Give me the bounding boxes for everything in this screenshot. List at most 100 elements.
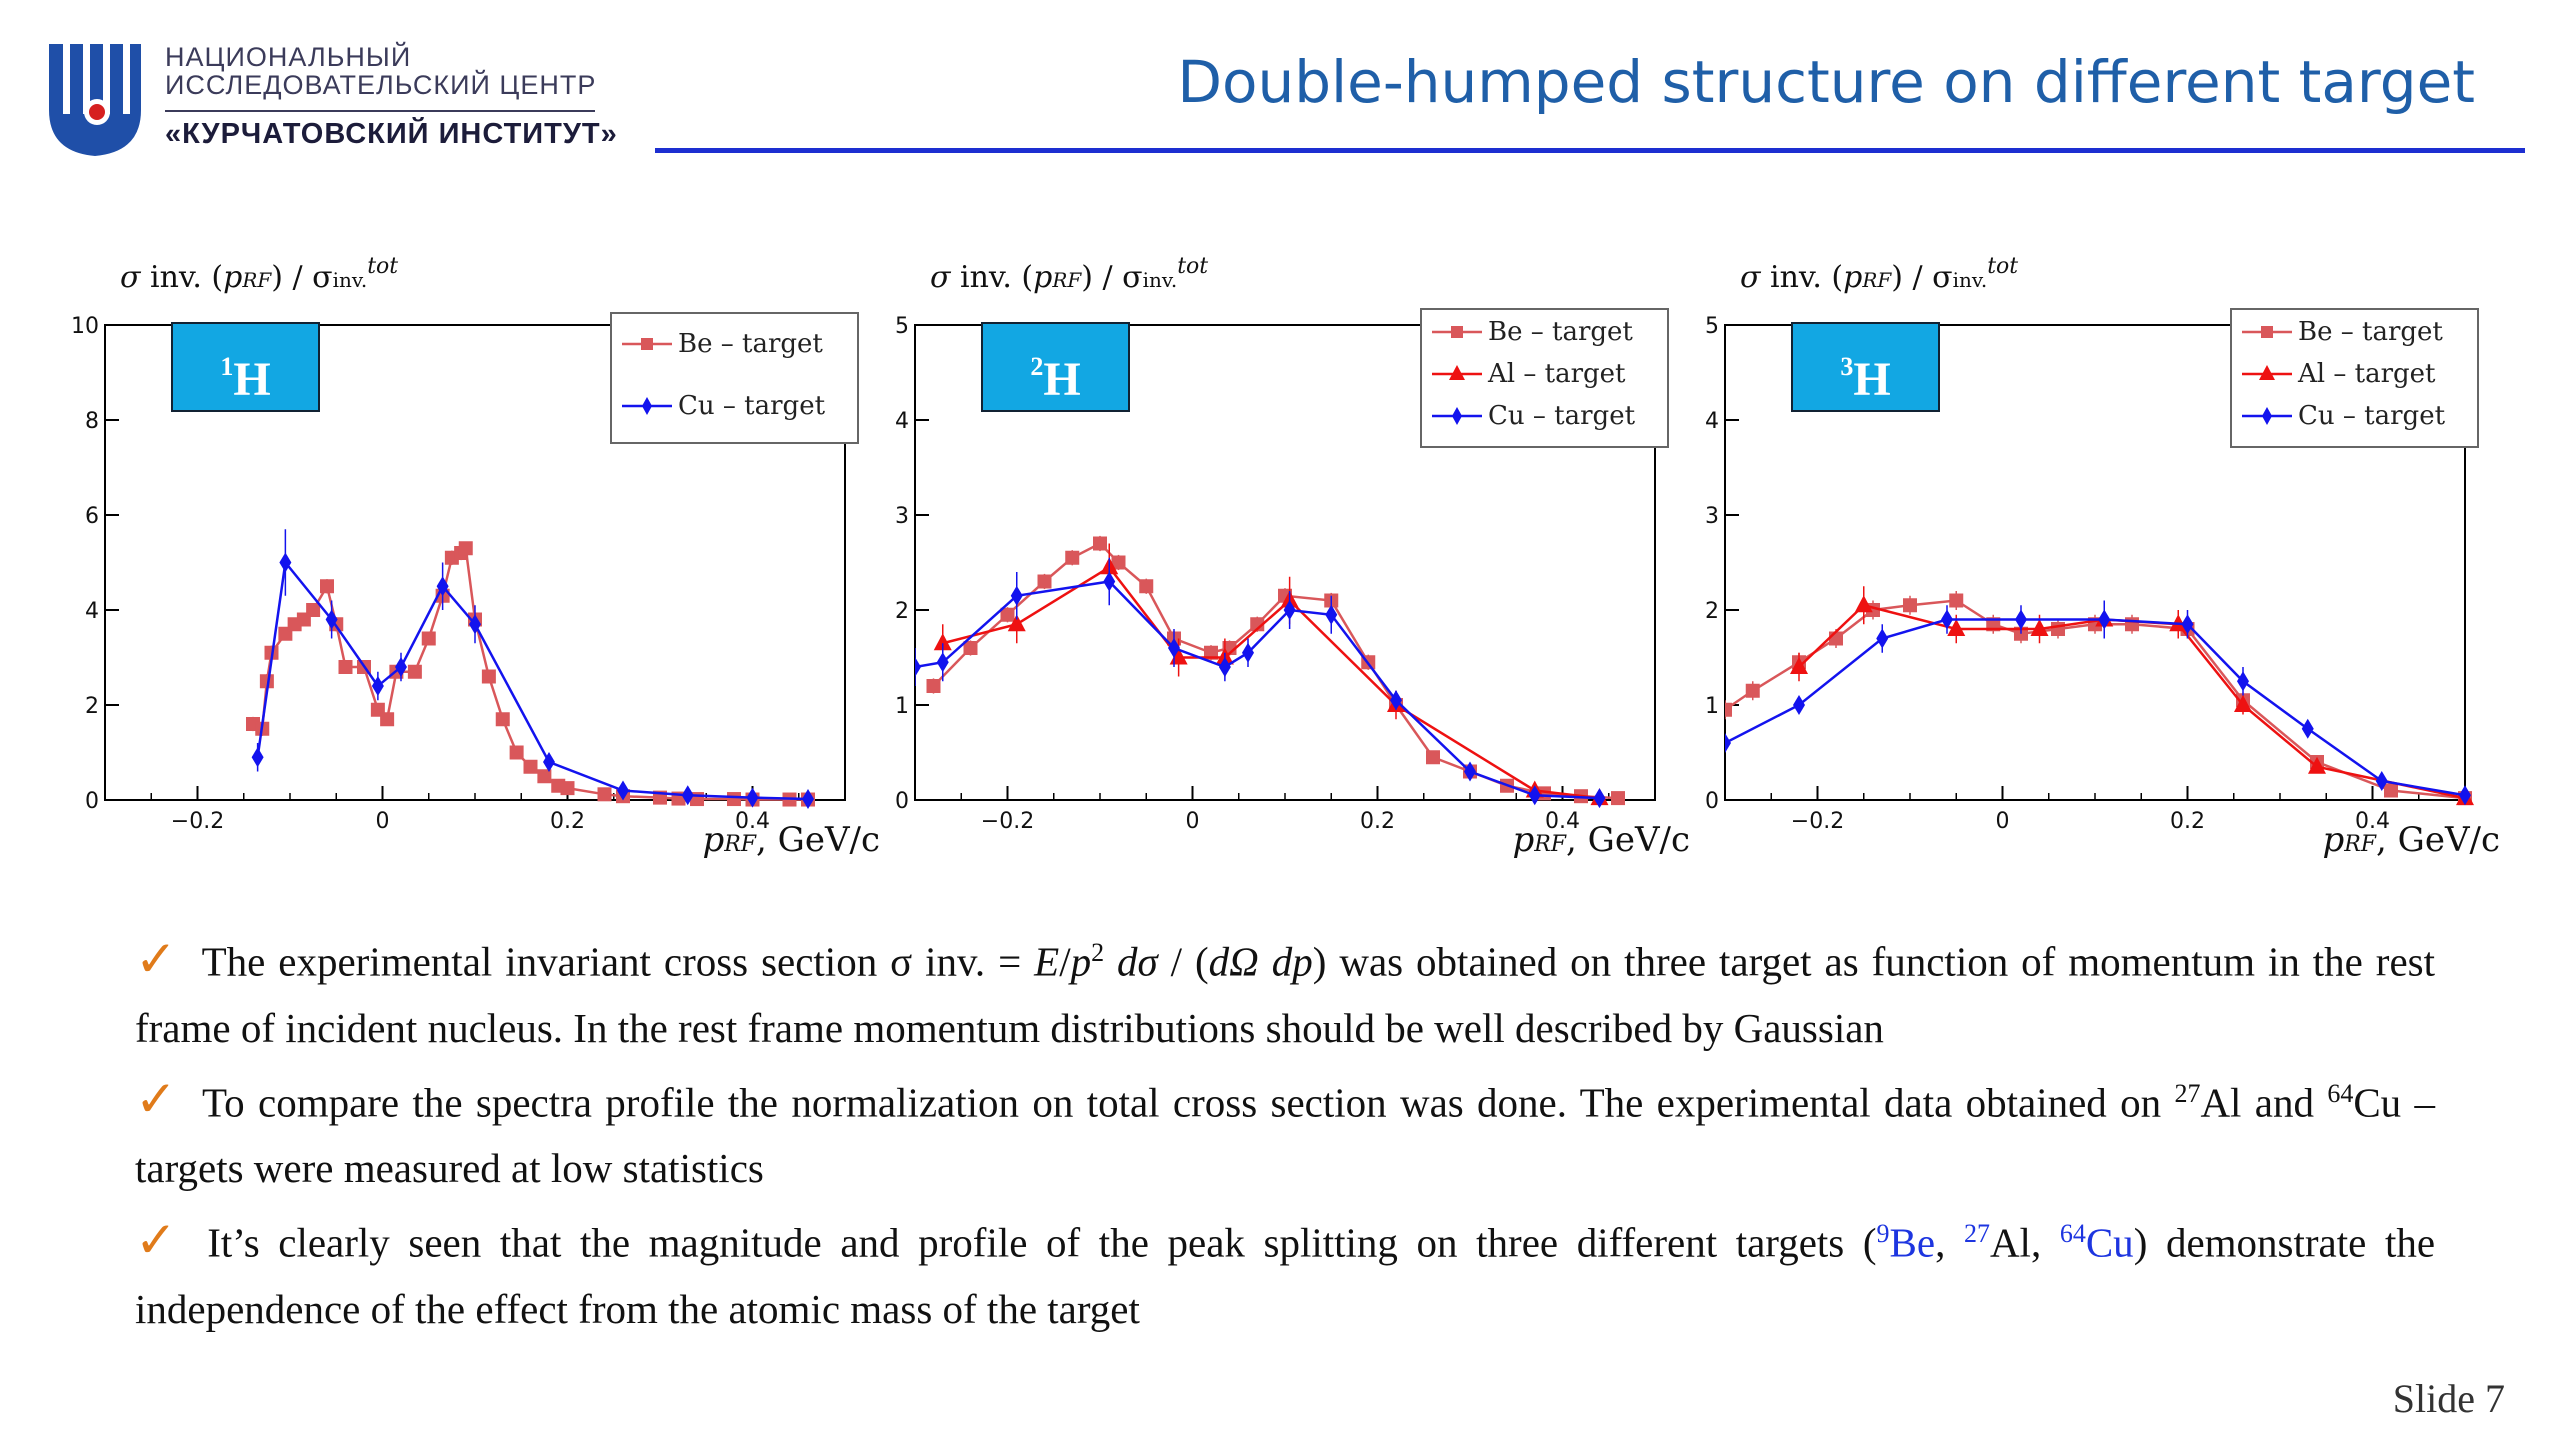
kurchatov-emblem-icon xyxy=(49,44,141,156)
chart-legend: Be – target Al – target Cu – target xyxy=(1420,308,1669,448)
data-point-cu xyxy=(2237,671,2249,692)
x-tick-label: 0.4 xyxy=(1545,809,1580,834)
data-point-cu xyxy=(2015,609,2027,630)
data-point-al xyxy=(1947,619,1966,636)
legend-item: Cu – target xyxy=(1432,400,1636,431)
bullet-1-formula-exp: 2 xyxy=(1091,938,1105,967)
bullet-1-formula-dsigma: dσ xyxy=(1104,938,1158,985)
legend-marker xyxy=(642,397,652,415)
check-icon: ✓ xyxy=(135,929,180,988)
bullet-1-formula-e: E xyxy=(1034,938,1060,985)
bullet-3-text-b: ) demonstrate the independence of the ef… xyxy=(135,1219,2436,1332)
legend-item: Cu – target xyxy=(622,390,825,421)
check-icon: ✓ xyxy=(135,1070,180,1129)
bullet-3-be: Be xyxy=(1889,1219,1936,1266)
data-point-be xyxy=(306,603,321,617)
data-point-be xyxy=(421,631,436,646)
data-point-al xyxy=(1790,657,1808,674)
data-point-cu xyxy=(746,787,759,808)
chart-panel-3h: σ inv. (pRF) / σinv.tot pRF, GeV/c 0 1 2 3 4 5 −… xyxy=(1680,254,2500,880)
y-tick-label: 1 xyxy=(1705,694,1719,719)
data-point-cu xyxy=(1168,638,1180,658)
legend-item: Be – target xyxy=(2242,316,2443,347)
data-point-cu xyxy=(1876,628,1889,649)
bullet-2-cu-mass: 64 xyxy=(2327,1078,2354,1108)
bullet-1-formula-div: / ( xyxy=(1157,938,1209,985)
data-point-be xyxy=(495,712,510,727)
chart-panel-2h: σ inv. (pRF) / σinv.tot pRF, GeV/c 0 1 2 3 4 5 −… xyxy=(870,254,1690,880)
legend-label: Al – target xyxy=(1488,359,1626,389)
data-point-cu xyxy=(936,652,949,673)
bullet-2-text-b: and xyxy=(2241,1079,2328,1126)
data-point-cu xyxy=(325,609,338,630)
nucleus-label: 1H xyxy=(171,322,320,412)
data-point-be xyxy=(926,679,941,693)
data-point-cu xyxy=(1464,761,1476,782)
data-point-cu xyxy=(251,747,264,768)
legend-swatch xyxy=(1432,365,1482,380)
data-point-be xyxy=(1611,791,1625,806)
y-tick-label: 5 xyxy=(895,314,909,339)
data-point-cu xyxy=(1242,642,1254,663)
data-point-be xyxy=(1065,550,1080,565)
bullet-2-al-mass: 27 xyxy=(2174,1078,2201,1108)
legend-swatch xyxy=(622,338,672,350)
data-point-cu xyxy=(1725,733,1731,753)
x-tick-label: 0 xyxy=(1186,809,1200,834)
x-tick-label: −0.2 xyxy=(1791,809,1844,834)
data-point-cu xyxy=(802,789,814,810)
slide-number: Slide 7 xyxy=(2392,1376,2505,1421)
data-point-cu xyxy=(1283,600,1296,620)
data-point-cu xyxy=(1793,695,1805,715)
y-tick-label: 2 xyxy=(895,599,909,624)
data-point-be xyxy=(1829,631,1843,646)
data-point-be xyxy=(458,541,473,556)
legend-marker xyxy=(641,338,653,350)
data-point-be xyxy=(1903,598,1917,613)
legend-label: Be – target xyxy=(678,329,823,359)
bullet-1: ✓ The experimental invariant cross sectio… xyxy=(135,920,2435,1061)
bullet-1-formula-domega: dΩ dp xyxy=(1208,938,1313,985)
legend-marker xyxy=(1452,407,1462,425)
data-point-be xyxy=(320,579,334,594)
x-tick-label: 0.2 xyxy=(2170,809,2205,834)
legend-label: Cu – target xyxy=(1488,401,1636,431)
data-point-cu xyxy=(395,657,407,677)
data-point-be xyxy=(2051,622,2065,636)
series-group xyxy=(915,535,1625,809)
x-axis-label: pRF, GeV/c xyxy=(1512,820,1690,860)
data-point-cu xyxy=(469,614,481,635)
data-point-be xyxy=(1745,683,1760,698)
data-point-cu xyxy=(1010,585,1023,606)
chart-legend: Be – target Al – target Cu – target xyxy=(2230,308,2479,448)
data-point-cu xyxy=(1325,604,1338,625)
y-tick-label: 3 xyxy=(1705,504,1719,529)
data-point-be xyxy=(380,712,395,727)
data-point-cu xyxy=(543,752,555,772)
chart-svg: 0 1 2 3 4 5 −0.2 0 0.2 0.4 xyxy=(895,314,1656,834)
legend-marker xyxy=(1451,326,1463,338)
y-axis-label: σ inv. (pRF) / σinv.tot xyxy=(120,254,399,295)
data-point-cu xyxy=(915,657,921,677)
bullet-2-text-a: To compare the spectra profile the norma… xyxy=(201,1079,2175,1126)
data-point-be xyxy=(1000,607,1015,622)
x-tick-label: 0.4 xyxy=(2355,809,2390,834)
series-line-al xyxy=(942,565,1600,800)
legend-swatch xyxy=(1432,326,1482,338)
bullet-3-cu-mass: 64 xyxy=(2059,1219,2086,1249)
data-point-be xyxy=(1093,536,1107,551)
series-line-be xyxy=(932,541,1619,800)
y-tick-label: 2 xyxy=(1705,599,1719,624)
data-point-be xyxy=(963,641,978,655)
data-point-be xyxy=(1037,574,1052,589)
bullet-1-formula-slash: / xyxy=(1059,938,1071,985)
chart-legend: Be – target Cu – target xyxy=(610,312,859,444)
data-point-be xyxy=(597,787,612,802)
y-axis-label: σ inv. (pRF) / σinv.tot xyxy=(930,254,1209,295)
y-tick-label: 4 xyxy=(1705,409,1719,434)
data-point-cu xyxy=(2459,785,2471,806)
slide-title: Double-humped structure on different tar… xyxy=(1177,48,2475,116)
data-point-cu xyxy=(2098,609,2111,630)
bullet-3: ✓ It’s clearly seen that the magnitude an… xyxy=(135,1201,2435,1342)
series-group xyxy=(1725,586,2474,806)
